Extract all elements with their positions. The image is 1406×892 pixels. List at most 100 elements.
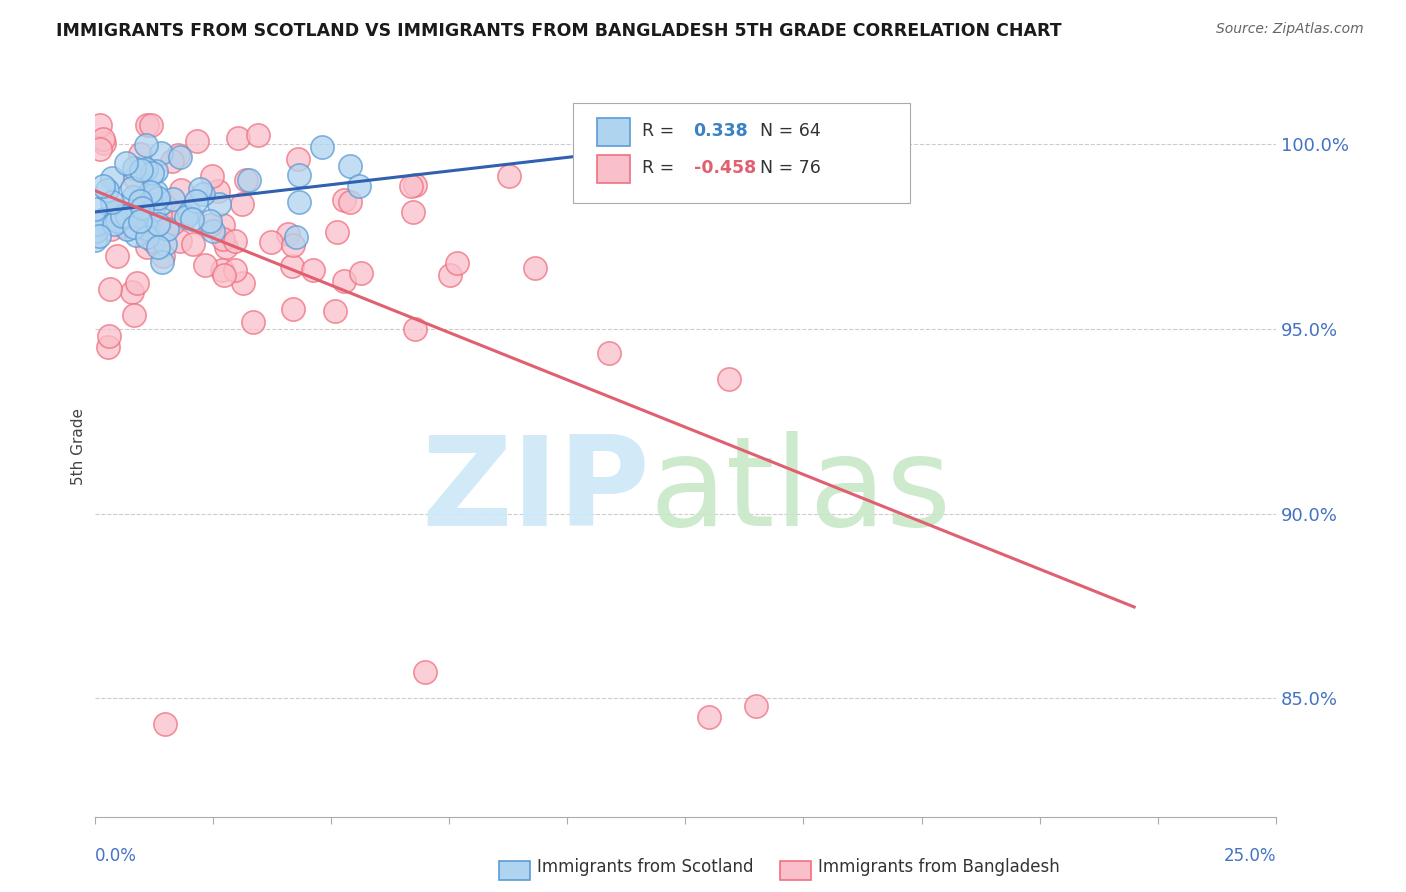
Point	[122, 190, 145, 204]
Point	[112, 219, 135, 233]
Point	[98, 282, 121, 296]
Point	[91, 178, 114, 193]
FancyBboxPatch shape	[574, 103, 910, 203]
Point	[697, 710, 720, 724]
Point	[186, 134, 208, 148]
Point	[107, 211, 129, 226]
Point	[129, 147, 152, 161]
Point	[247, 128, 270, 142]
Point	[89, 229, 111, 244]
Point	[138, 186, 160, 201]
Point	[231, 196, 253, 211]
Point	[105, 214, 128, 228]
Point	[207, 184, 229, 198]
Point	[149, 216, 172, 230]
Point	[146, 240, 169, 254]
Text: N = 76: N = 76	[759, 160, 821, 178]
Point	[104, 205, 127, 219]
Point	[191, 187, 214, 202]
Point	[174, 211, 197, 225]
Point	[132, 192, 155, 206]
Point	[598, 346, 620, 360]
Point	[127, 208, 149, 222]
Point	[404, 322, 426, 336]
Point	[399, 178, 422, 193]
Point	[212, 232, 235, 246]
Point	[301, 263, 323, 277]
Point	[122, 220, 145, 235]
Point	[93, 136, 115, 150]
Point	[131, 215, 153, 229]
FancyBboxPatch shape	[596, 118, 630, 146]
Point	[198, 214, 221, 228]
Point	[311, 139, 333, 153]
Point	[349, 179, 371, 194]
Point	[150, 146, 173, 161]
Point	[105, 207, 128, 221]
Point	[404, 178, 426, 192]
Point	[167, 147, 190, 161]
Point	[498, 169, 520, 184]
Point	[89, 119, 111, 133]
Point	[226, 131, 249, 145]
Point	[339, 195, 361, 210]
Point	[136, 222, 159, 236]
Point	[524, 260, 547, 275]
Point	[136, 119, 159, 133]
Point	[446, 256, 468, 270]
Point	[184, 194, 207, 208]
Point	[142, 203, 165, 218]
Point	[155, 717, 177, 731]
Point	[121, 181, 143, 195]
Point	[325, 225, 347, 239]
Point	[150, 255, 173, 269]
Point	[288, 195, 311, 210]
Point	[287, 152, 309, 166]
Point	[194, 258, 217, 272]
Point	[96, 183, 118, 197]
Point	[232, 276, 254, 290]
Point	[135, 138, 157, 153]
Point	[105, 248, 128, 262]
Point	[212, 268, 235, 282]
Text: IMMIGRANTS FROM SCOTLAND VS IMMIGRANTS FROM BANGLADESH 5TH GRADE CORRELATION CHA: IMMIGRANTS FROM SCOTLAND VS IMMIGRANTS F…	[56, 22, 1062, 40]
Text: Source: ZipAtlas.com: Source: ZipAtlas.com	[1216, 22, 1364, 37]
Point	[139, 119, 162, 133]
Point	[122, 308, 145, 322]
Text: atlas: atlas	[650, 431, 952, 552]
Point	[156, 222, 179, 236]
Point	[100, 222, 122, 236]
Point	[200, 169, 222, 183]
Point	[152, 249, 174, 263]
Point	[242, 315, 264, 329]
Point	[224, 234, 246, 248]
Point	[115, 221, 138, 235]
Point	[224, 263, 246, 277]
Point	[125, 276, 148, 290]
Point	[142, 234, 165, 248]
Y-axis label: 5th Grade: 5th Grade	[72, 409, 86, 485]
Point	[129, 214, 152, 228]
Point	[86, 217, 108, 231]
Point	[215, 240, 238, 254]
Point	[89, 142, 111, 156]
Point	[129, 163, 152, 178]
Point	[177, 205, 200, 219]
Point	[103, 218, 125, 232]
Point	[211, 263, 233, 277]
Point	[183, 236, 205, 251]
Point	[285, 230, 308, 244]
Point	[745, 698, 768, 713]
Point	[146, 191, 169, 205]
Point	[208, 196, 231, 211]
Point	[349, 266, 371, 280]
Point	[145, 185, 167, 199]
Point	[145, 164, 167, 178]
FancyBboxPatch shape	[596, 155, 630, 183]
Point	[287, 168, 309, 182]
Point	[198, 219, 221, 233]
Point	[100, 170, 122, 185]
Text: 0.0%: 0.0%	[94, 847, 136, 865]
Point	[91, 132, 114, 146]
Point	[111, 209, 134, 223]
